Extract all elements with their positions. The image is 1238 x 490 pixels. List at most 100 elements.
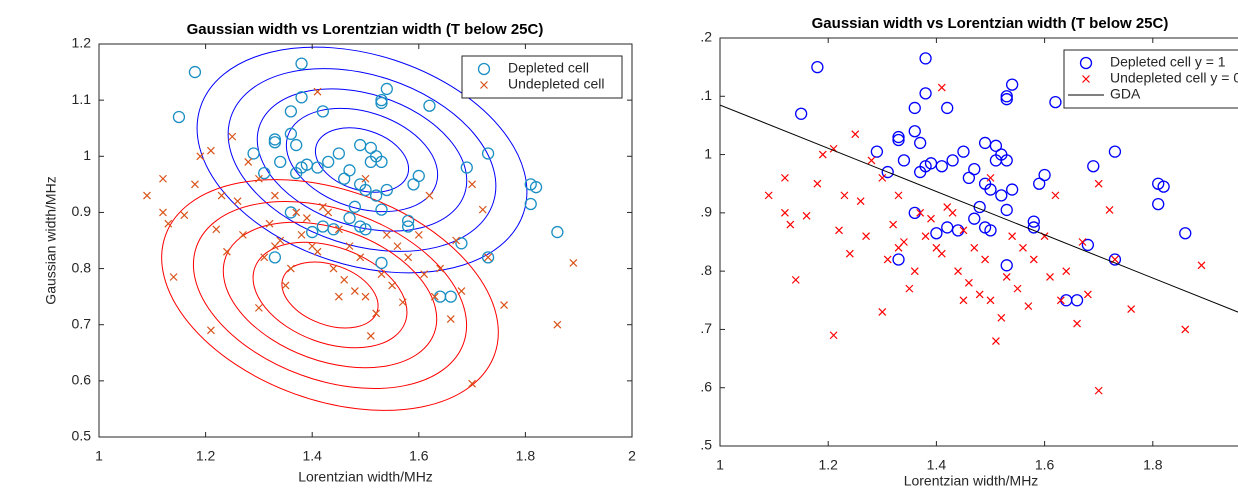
point [452,236,461,245]
point [361,174,370,183]
point [856,197,865,206]
point [948,208,957,217]
point [1027,221,1040,234]
point [1000,259,1013,272]
point [334,225,343,234]
point [968,162,981,176]
point [1005,78,1019,91]
point [941,101,954,115]
y-tick-label: 0.5 [72,428,92,444]
point [908,125,921,138]
point [212,225,221,234]
point [207,146,215,155]
point [375,93,388,107]
contour [161,179,499,411]
point [393,242,402,251]
point [375,96,388,110]
line [720,104,1238,313]
point [244,157,253,166]
point [851,130,860,139]
y-tick-label: 0.7 [72,315,92,331]
y-tick-label: .1 [700,87,712,103]
point [878,308,887,316]
point [524,197,537,211]
plot-area [720,52,1238,395]
point [460,161,473,174]
point [894,243,903,252]
contour [227,68,497,252]
point [997,313,1006,322]
point [954,267,962,276]
point [290,166,303,180]
point [228,132,237,141]
point [382,230,391,239]
point [845,249,854,258]
y-tick-label: .8 [700,262,712,278]
point [366,332,375,340]
point [780,173,789,182]
point [468,379,477,388]
point [937,83,946,92]
point [811,60,824,74]
point [813,179,822,188]
point [268,133,282,146]
point [268,136,282,149]
point [270,191,279,200]
point [1062,267,1071,276]
point [989,139,1003,152]
point [484,253,493,262]
point [180,211,189,220]
point [1024,302,1033,311]
point [268,251,282,264]
plot-area [143,57,578,388]
point [1019,243,1027,252]
point [313,87,322,96]
point [986,296,995,305]
point [1027,215,1040,228]
point [995,189,1008,202]
point [457,287,466,295]
point [286,264,295,273]
y-tick-label: 0.9 [72,203,92,219]
point [962,171,976,185]
point [1081,238,1095,252]
x-tick-label: 1.6 [409,448,429,464]
point [964,278,973,287]
point [316,105,330,118]
point [306,225,319,239]
point [217,191,226,200]
point [986,173,995,182]
point [780,208,789,217]
y-tick-label: 0.8 [72,259,92,275]
axes: 1 1.2 1.4 1.6 1.8 2 0.5 0.6 0.7 0.8 0.9 1 1.1 1.2 Gaus… [43,21,636,485]
point [910,267,919,276]
point [343,211,356,225]
point [1000,93,1013,106]
point [1127,305,1136,313]
point [835,226,843,235]
point [292,208,301,217]
point [425,191,434,200]
point [478,205,487,214]
point [143,191,151,200]
legend-label: Depleted cell [508,60,589,76]
point [905,284,914,293]
point [1002,273,1011,281]
point [468,180,477,189]
point [265,219,274,228]
point [401,214,415,228]
point [919,87,932,100]
point [302,214,311,222]
point [870,145,884,158]
point [414,230,423,239]
point [1094,386,1103,395]
point [937,249,946,258]
plot-frame [98,43,633,438]
point [222,247,231,256]
point [254,303,263,312]
point [1049,95,1062,109]
legend-box [1063,49,1238,109]
point [359,183,372,197]
point [914,165,927,179]
point [436,264,445,273]
